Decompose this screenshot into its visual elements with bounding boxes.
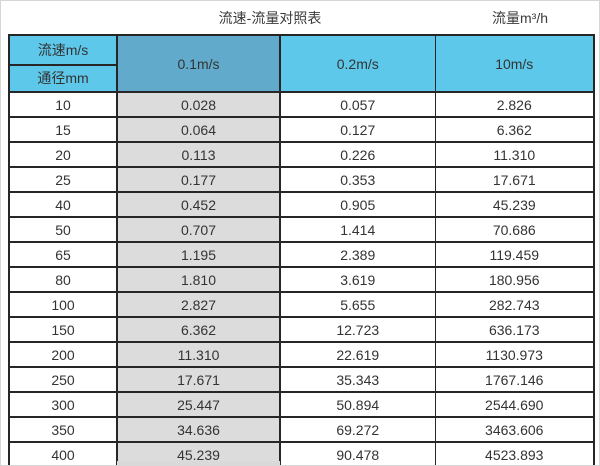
table-row: 100 2.827 5.655 282.743: [8, 291, 595, 318]
flow-value-cell-0-2ms: 69.272: [279, 416, 436, 443]
diameter-cell: 40: [8, 191, 118, 218]
flow-value-cell-10ms: 3463.606: [434, 416, 595, 443]
flow-value-cell-10ms: 2.826: [434, 91, 595, 118]
table-row: 150 6.362 12.723 636.173: [8, 316, 595, 343]
flow-value-cell-0-1ms: 2.827: [116, 291, 281, 318]
flow-value-cell-10ms: 70.686: [434, 216, 595, 243]
flow-value-cell-10ms: 45.239: [434, 191, 595, 218]
flow-value-cell-0-1ms: 11.310: [116, 341, 281, 368]
flow-value-cell-0-1ms: 6.362: [116, 316, 281, 343]
table-row: 65 1.195 2.389 119.459: [8, 241, 595, 268]
flow-value-cell-0-2ms: 1.414: [279, 216, 436, 243]
speed-column-header-0-2: 0.2m/s: [279, 34, 436, 93]
flow-value-cell-0-2ms: 12.723: [279, 316, 436, 343]
diameter-cell: 200: [8, 341, 118, 368]
flow-value-cell-0-1ms: 34.636: [116, 416, 281, 443]
flow-value-cell-0-1ms: 0.452: [116, 191, 281, 218]
header-row: 流速m/s 通径mm 0.1m/s 0.2m/s 10m/s: [8, 34, 595, 93]
flow-value-cell-10ms: 282.743: [434, 291, 595, 318]
flow-value-cell-0-2ms: 50.894: [279, 391, 436, 418]
table-row: 250 17.671 35.343 1767.146: [8, 366, 595, 393]
flow-value-cell-0-2ms: 0.057: [279, 91, 436, 118]
diameter-cell: 250: [8, 366, 118, 393]
flow-speed-header-label: 流速m/s: [10, 36, 116, 66]
corner-header-cell: 流速m/s 通径mm: [8, 34, 118, 93]
flow-value-cell-10ms: 1130.973: [434, 341, 595, 368]
flow-value-cell-0-2ms: 90.478: [279, 441, 436, 465]
flow-value-cell-0-1ms: 1.195: [116, 241, 281, 268]
flow-value-cell-0-2ms: 5.655: [279, 291, 436, 318]
flow-value-cell-0-2ms: 3.619: [279, 266, 436, 293]
flow-value-cell-0-1ms: 0.177: [116, 166, 281, 193]
diameter-cell: 65: [8, 241, 118, 268]
flow-value-cell-10ms: 11.310: [434, 141, 595, 168]
table-row: 20 0.113 0.226 11.310: [8, 141, 595, 168]
table-header: 流速m/s 通径mm 0.1m/s 0.2m/s 10m/s: [8, 34, 595, 93]
table-row: 10 0.028 0.057 2.826: [8, 91, 595, 118]
flow-value-cell-0-2ms: 22.619: [279, 341, 436, 368]
table-row: 40 0.452 0.905 45.239: [8, 191, 595, 218]
flow-value-cell-0-2ms: 0.127: [279, 116, 436, 143]
diameter-cell: 300: [8, 391, 118, 418]
highlight-column-shadow: [117, 461, 280, 465]
table-row: 200 11.310 22.619 1130.973: [8, 341, 595, 368]
flow-value-cell-0-1ms: 0.064: [116, 116, 281, 143]
flow-value-cell-10ms: 2544.690: [434, 391, 595, 418]
table-row: 50 0.707 1.414 70.686: [8, 216, 595, 243]
table-body: 10 0.028 0.057 2.826 15 0.064 0.127 6.36…: [8, 91, 595, 465]
diameter-cell: 150: [8, 316, 118, 343]
diameter-cell: 20: [8, 141, 118, 168]
flow-value-cell-10ms: 180.956: [434, 266, 595, 293]
diameter-header-label: 通径mm: [37, 70, 89, 86]
table-row: 300 25.447 50.894 2544.690: [8, 391, 595, 418]
diameter-cell: 100: [8, 291, 118, 318]
flow-value-cell-0-1ms: 25.447: [116, 391, 281, 418]
flow-value-cell-0-1ms: 17.671: [116, 366, 281, 393]
flow-value-cell-0-2ms: 0.905: [279, 191, 436, 218]
flow-value-cell-0-1ms: 0.028: [116, 91, 281, 118]
diameter-cell: 10: [8, 91, 118, 118]
flow-value-cell-0-1ms: 0.113: [116, 141, 281, 168]
diameter-cell: 400: [8, 441, 118, 465]
speed-column-header-0-1: 0.1m/s: [116, 34, 281, 93]
table-row: 400 45.239 90.478 4523.893: [8, 441, 595, 465]
diameter-cell: 15: [8, 116, 118, 143]
table-row: 80 1.810 3.619 180.956: [8, 266, 595, 293]
table-row: 25 0.177 0.353 17.671: [8, 166, 595, 193]
table-row: 350 34.636 69.272 3463.606: [8, 416, 595, 443]
flow-rate-table: 流速m/s 通径mm 0.1m/s 0.2m/s 10m/s 10 0.028 …: [8, 34, 595, 465]
flow-value-cell-0-1ms: 1.810: [116, 266, 281, 293]
speed-column-header-10: 10m/s: [434, 34, 595, 93]
flow-value-cell-10ms: 636.173: [434, 316, 595, 343]
flow-value-cell-0-2ms: 0.226: [279, 141, 436, 168]
diameter-cell: 25: [8, 166, 118, 193]
flow-value-cell-10ms: 1767.146: [434, 366, 595, 393]
flow-value-cell-0-2ms: 2.389: [279, 241, 436, 268]
flow-value-cell-0-2ms: 0.353: [279, 166, 436, 193]
flow-value-cell-10ms: 17.671: [434, 166, 595, 193]
diameter-cell: 50: [8, 216, 118, 243]
flow-value-cell-10ms: 6.362: [434, 116, 595, 143]
flow-value-cell-0-2ms: 35.343: [279, 366, 436, 393]
diameter-cell: 80: [8, 266, 118, 293]
flow-value-cell-0-1ms: 0.707: [116, 216, 281, 243]
flow-value-cell-10ms: 119.459: [434, 241, 595, 268]
page-title: 流速-流量对照表: [218, 10, 322, 26]
diameter-cell: 350: [8, 416, 118, 443]
table-row: 15 0.064 0.127 6.362: [8, 116, 595, 143]
flow-unit-title: 流量m³/h: [492, 10, 548, 26]
flow-value-cell-10ms: 4523.893: [434, 441, 595, 465]
